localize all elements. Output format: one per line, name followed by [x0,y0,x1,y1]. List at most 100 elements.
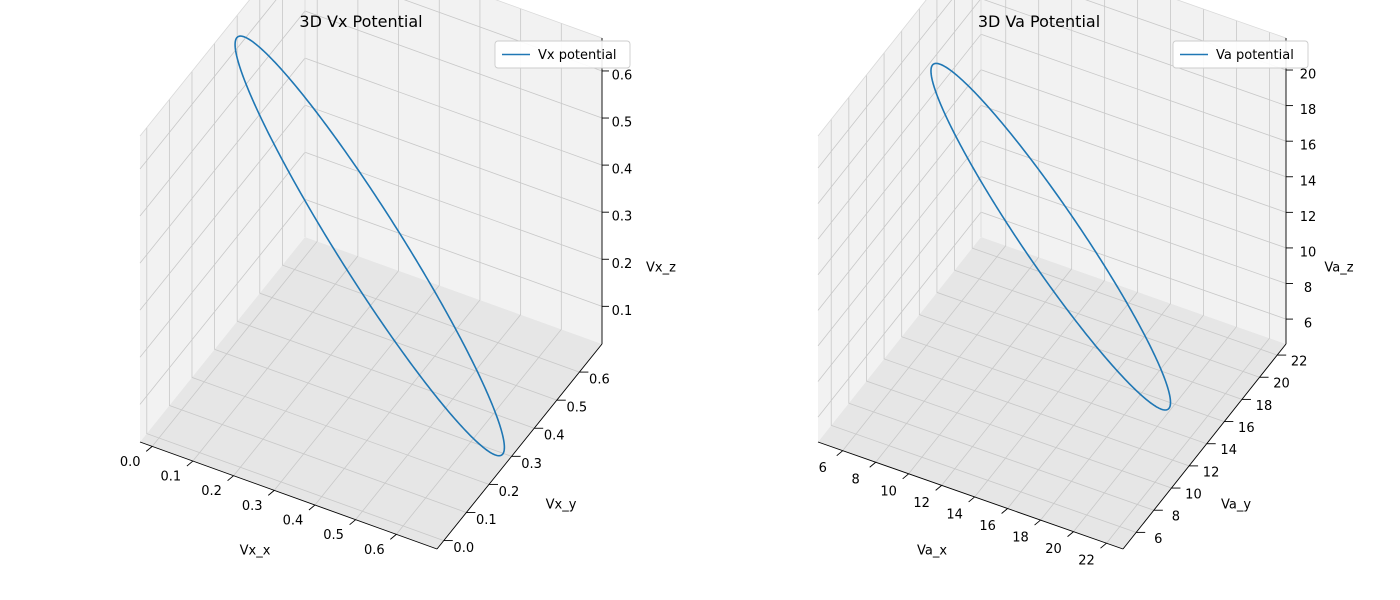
x-tick [968,496,975,503]
x-axis-label: Vx_x [240,544,271,559]
x-tick-label: 0.1 [161,470,182,485]
x-tick-label: 0.3 [242,499,263,514]
x-tick [1067,531,1074,537]
x-tick-label: 16 [979,519,996,534]
y-tick-label: 20 [1273,377,1290,392]
y-tick-label: 6 [1154,532,1162,547]
y-tick-label: 8 [1172,510,1180,525]
z-tick-label: 14 [1300,174,1317,189]
y-gridline [259,0,557,401]
y-axis-line [436,343,603,550]
x-tick-label: 0.2 [201,484,222,499]
y-gridline [214,43,512,457]
x-gridline [151,0,318,447]
z-axis-label: Vx_z [646,261,676,276]
subplot-2: 6810121416182022681012141618202268101214… [817,0,1354,569]
x-gridline [192,0,359,462]
floor-pane [140,237,602,549]
y-tick-label: 10 [1185,488,1202,503]
x-tick-label: 12 [913,496,930,511]
y-gridline [191,71,490,485]
x-tick-label: 0.5 [323,528,344,543]
z-tick-label: 0.4 [612,163,633,178]
series-line [930,62,1172,411]
side-pane [818,0,981,442]
z-tick-label: 0.2 [612,257,633,272]
legend-box [1172,40,1309,69]
x-tick [935,485,942,491]
pane-edge [817,0,1287,137]
y-tick-label: 0.0 [453,541,474,556]
x-tick-label: 0.6 [364,543,385,558]
x-tick [308,504,316,511]
x-axis-label: Va_x [917,544,947,559]
z-tick-label: 12 [1300,210,1317,225]
y-gridline [146,127,444,541]
z-tick-label: 0.6 [612,68,633,83]
x-tick [186,460,194,467]
legend-label: Va potential [1216,48,1294,63]
y-tick-label: 18 [1256,399,1273,414]
pane-edge [139,0,603,137]
legend-box [494,40,631,69]
y-gridline [901,30,1207,445]
x-gridline [396,23,562,535]
y-tick-label: 22 [1291,355,1308,370]
x-tick-label: 20 [1045,542,1062,557]
y-tick-label: 0.2 [499,485,520,500]
z-tick-label: 0.1 [612,304,633,319]
y-gridline [866,75,1172,489]
z-axis-label: Va_z [1324,261,1353,276]
x-tick-label: 8 [852,473,860,488]
z-gridline [139,0,603,170]
floor-pane [818,237,1286,549]
z-tick-label: 8 [1304,281,1312,296]
back-pane [981,0,1286,344]
chart-title: 3D Vx Potential [299,12,422,31]
x-gridline [842,0,1007,451]
x-tick-label: 6 [819,461,827,476]
x-tick [1034,519,1041,526]
y-gridline [168,99,467,513]
y-gridline [883,52,1190,467]
x-tick [1001,508,1008,514]
y-gridline [918,8,1225,422]
z-tick-label: 6 [1304,317,1312,332]
z-tick-label: 20 [1300,68,1317,83]
y-tick-label: 16 [1238,421,1255,436]
x-tick-label: 0.0 [120,455,141,470]
x-gridline [314,0,481,506]
y-gridline [281,0,580,373]
x-tick [349,519,356,526]
x-tick [267,490,275,496]
chart-title: 3D Va Potential [978,12,1100,31]
x-tick [390,533,397,540]
z-gridline [817,0,1287,169]
x-tick [869,461,876,468]
x-tick [1100,542,1107,549]
x-tick [836,450,844,457]
y-gridline [971,0,1278,356]
x-gridline [1106,32,1270,544]
x-tick [145,446,153,452]
y-gridline [236,15,535,429]
y-tick-label: 14 [1220,443,1237,458]
series-line [234,35,506,457]
z-tick-label: 0.5 [612,116,633,131]
x-gridline [1040,9,1204,521]
y-axis-label: Va_y [1221,498,1251,513]
x-axis-line [139,441,438,550]
x-tick-label: 10 [880,484,897,499]
z-gridline [817,0,1287,204]
x-gridline [1073,20,1237,532]
x-gridline [941,0,1106,486]
x-gridline [908,0,1073,475]
y-tick-label: 0.3 [521,457,542,472]
z-tick-label: 16 [1300,139,1317,154]
y-gridline [848,97,1154,511]
x-gridline [1007,0,1171,509]
y-tick-label: 0.1 [476,513,497,528]
y-axis-line [1122,343,1287,550]
y-gridline [954,0,1260,378]
